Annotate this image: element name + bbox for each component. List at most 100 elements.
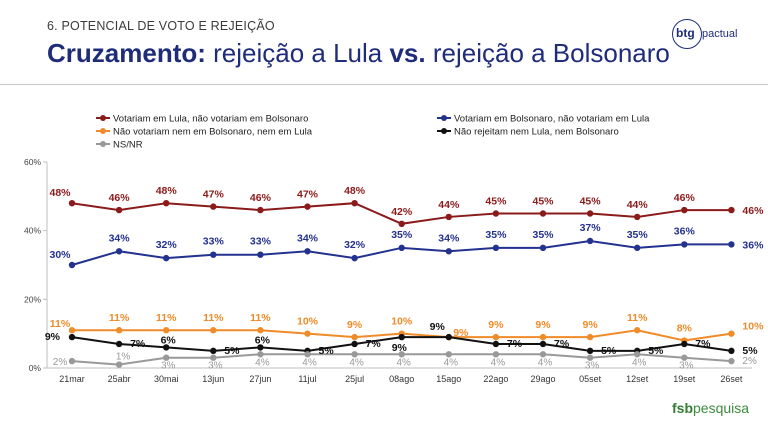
data-label: 9% — [488, 319, 504, 331]
data-label: 35% — [485, 229, 507, 241]
legend-label: Votariam em Lula, não votariam em Bolson… — [113, 114, 308, 125]
x-tick-label: 25jul — [345, 374, 364, 384]
data-label: 3% — [679, 361, 694, 372]
data-point — [163, 254, 170, 262]
data-point — [681, 206, 688, 214]
legend-marker — [100, 128, 106, 134]
data-point — [728, 347, 735, 355]
x-tick-label: 12set — [626, 374, 649, 384]
data-point — [445, 248, 452, 255]
data-label: 9% — [535, 319, 551, 331]
data-point — [257, 251, 264, 258]
data-label: 7% — [507, 338, 523, 350]
data-label: 46% — [742, 205, 764, 217]
y-tick-label: 40% — [24, 226, 41, 236]
x-tick-label: 30mai — [154, 374, 179, 384]
data-label: 45% — [580, 196, 602, 208]
data-point — [115, 327, 123, 334]
data-label: 4% — [444, 357, 459, 368]
data-point — [681, 354, 688, 361]
data-point — [681, 340, 688, 348]
data-point — [257, 206, 264, 214]
data-label: 32% — [156, 239, 178, 251]
data-label: 5% — [648, 345, 664, 357]
legend-label: Votariam em Bolsonaro, não votariam em L… — [454, 114, 650, 125]
data-point — [351, 200, 358, 207]
data-label: 3% — [208, 361, 223, 372]
data-label: 4% — [491, 357, 506, 368]
data-point — [351, 333, 358, 341]
y-tick-label: 0% — [29, 363, 42, 373]
data-point — [115, 361, 123, 368]
data-label: 4% — [255, 357, 270, 368]
data-point — [586, 347, 594, 355]
data-point — [728, 357, 735, 365]
data-point — [68, 261, 76, 269]
data-point — [445, 333, 452, 341]
x-tick-label: 13jun — [202, 374, 224, 384]
data-label: 32% — [344, 239, 366, 251]
data-point — [634, 244, 641, 252]
data-point — [398, 333, 405, 341]
title-bold-part: Cruzamento: — [47, 38, 206, 68]
x-tick-label: 08ago — [389, 374, 414, 384]
data-label: 44% — [438, 199, 460, 211]
data-point — [492, 210, 500, 217]
legend-label: Não rejeitam nem Lula, nem Bolsonaro — [454, 127, 619, 138]
data-label: 7% — [130, 338, 146, 350]
data-point — [351, 340, 358, 348]
data-label: 34% — [438, 232, 460, 244]
data-label: 37% — [580, 222, 602, 234]
data-label: 11% — [109, 312, 130, 324]
data-label: 45% — [532, 196, 554, 208]
data-point — [304, 203, 311, 210]
data-point — [728, 330, 735, 337]
x-tick-label: 19set — [673, 374, 696, 384]
data-point — [728, 206, 735, 214]
data-label: 9% — [392, 342, 408, 354]
logo-btg-text: btg — [676, 26, 695, 40]
data-point — [257, 344, 264, 351]
data-label: 47% — [297, 189, 319, 201]
x-tick-label: 26set — [720, 374, 743, 384]
data-point — [210, 203, 217, 210]
data-label: 4% — [538, 357, 553, 368]
data-point — [398, 220, 405, 227]
data-label: 9% — [45, 331, 61, 343]
data-label: 7% — [366, 338, 382, 350]
data-point — [539, 340, 547, 348]
data-point — [210, 251, 217, 258]
data-point — [163, 354, 170, 361]
data-label: 33% — [203, 236, 225, 248]
data-label: 7% — [554, 338, 570, 350]
page-title: Cruzamento: rejeição a Lula vs. rejeição… — [47, 38, 670, 69]
data-point — [634, 213, 641, 221]
logo-fsb-text: fsb — [672, 400, 693, 416]
data-label: 35% — [391, 229, 413, 241]
data-point — [398, 351, 405, 358]
data-label: 1% — [116, 352, 131, 363]
data-point — [68, 327, 76, 334]
data-point — [115, 206, 123, 214]
data-label: 11% — [203, 312, 224, 324]
data-point — [210, 347, 217, 355]
legend-marker — [100, 141, 106, 147]
x-tick-label: 29ago — [530, 374, 555, 384]
data-label: 34% — [297, 232, 319, 244]
x-tick-label: 05set — [579, 374, 602, 384]
data-point — [539, 333, 547, 341]
section-eyebrow: 6. POTENCIAL DE VOTO E REJEIÇÃO — [47, 19, 275, 33]
data-label: 11% — [50, 318, 71, 330]
data-label: 9% — [347, 319, 363, 331]
y-tick-label: 20% — [24, 294, 41, 304]
data-label: 45% — [485, 196, 507, 208]
data-label: 11% — [156, 312, 177, 324]
data-point — [210, 354, 217, 361]
logo-pesquisa-text: pesquisa — [693, 400, 750, 416]
data-label: 5% — [319, 345, 335, 357]
data-point — [163, 200, 170, 207]
data-label: 48% — [49, 187, 71, 199]
title-normal-part: rejeição a Lula — [205, 38, 390, 68]
x-tick-label: 27jun — [249, 374, 271, 384]
data-label: 5% — [742, 345, 758, 357]
